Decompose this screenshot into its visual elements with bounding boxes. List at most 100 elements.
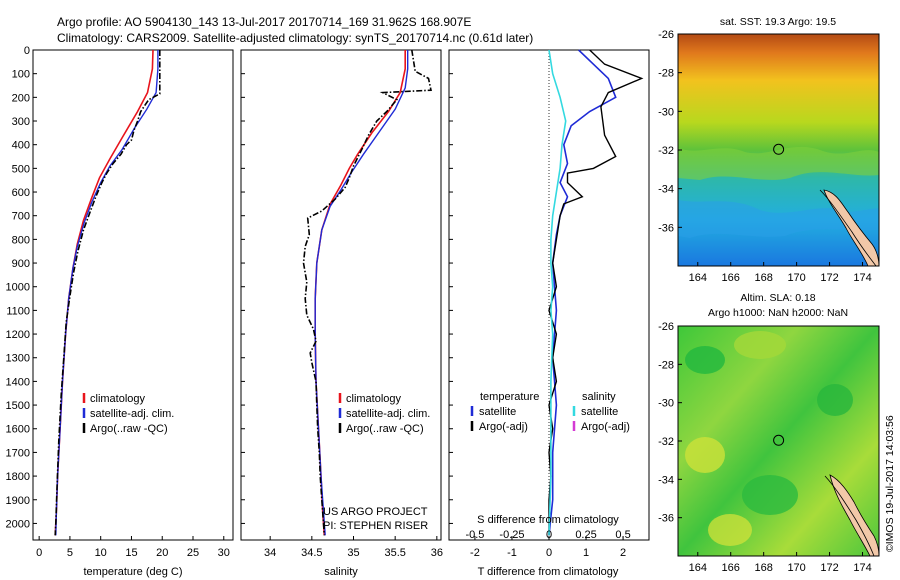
- depth-tick-label: 500: [12, 163, 30, 175]
- x-tick-label: 20: [156, 547, 168, 559]
- x-tick-label: 34.5: [301, 547, 322, 559]
- depth-tick-label: 1000: [6, 282, 30, 294]
- series-line: [302, 49, 432, 536]
- sst-shelf-contour: [819, 189, 877, 266]
- series-line: [314, 50, 407, 536]
- difference-panel-frame: [448, 49, 650, 541]
- depth-ticks: 0 100 200 300 400 500 600 700 800 900 1000 1100 1200…: [6, 45, 453, 530]
- depth-tick-label: 700: [12, 211, 30, 223]
- lat-tick-label: -34: [658, 474, 674, 486]
- temperature-xlabel: temperature (deg C): [83, 566, 182, 578]
- sst-map-ticks: 164 166 168 170 172 174 -26 -28 -30 -32 -34 -36: [658, 29, 872, 284]
- lon-tick-label: 172: [820, 562, 838, 574]
- depth-tick-label: 100: [12, 69, 30, 81]
- s-tick-label: 0.5: [615, 529, 630, 541]
- sla-map: Altim. SLA: 0.18 Argo h1000: NaN h2000: …: [658, 292, 880, 574]
- lat-tick-label: -36: [658, 513, 674, 525]
- salinity-legend: climatology satellite-adj. clim. Argo(..ra…: [338, 393, 430, 435]
- series-line: [548, 49, 567, 536]
- legend-label: satellite: [479, 406, 516, 418]
- x-tick-label: 2: [620, 547, 626, 559]
- legend-label: climatology: [346, 393, 402, 405]
- difference-ticks: -2 -1 0 1 2: [470, 536, 626, 559]
- legend-label: Argo(-adj): [479, 421, 528, 433]
- lat-tick-label: -36: [658, 222, 674, 234]
- x-tick-label: 0: [36, 547, 42, 559]
- temperature-panel: 0100200300400500600700800900100011001200…: [6, 45, 453, 578]
- project-annotation: US ARGO PROJECT: [323, 506, 428, 518]
- x-tick-label: 10: [95, 547, 107, 559]
- sst-map-title: sat. SST: 19.3 Argo: 19.5: [720, 16, 836, 28]
- x-tick-label: 30: [218, 547, 230, 559]
- lat-tick-label: -32: [658, 436, 674, 448]
- lon-tick-label: 174: [853, 272, 871, 284]
- salinity-xlabel: salinity: [324, 566, 358, 578]
- sla-eddy-3: [817, 384, 853, 416]
- depth-tick-label: 1200: [6, 329, 30, 341]
- difference-panel: -2 -1 0 1 2 S difference from climatology -0…: [448, 49, 650, 578]
- sla-shelf-contour: [824, 475, 875, 556]
- x-tick-label: 5: [67, 547, 73, 559]
- sla-eddy-1: [685, 346, 725, 374]
- series-line: [54, 50, 161, 536]
- sla-eddy-5: [742, 475, 798, 515]
- temperature-panel-frame: [32, 49, 234, 541]
- salinity-panel-frame: [240, 49, 442, 541]
- lon-tick-label: 166: [722, 272, 740, 284]
- depth-tick-label: 600: [12, 187, 30, 199]
- x-tick-label: 34: [264, 547, 276, 559]
- legend-label: satellite-adj. clim.: [346, 408, 430, 420]
- s-tick-label: -0.5: [465, 529, 484, 541]
- series-line: [548, 49, 617, 536]
- legend-temperature-title: temperature: [480, 391, 539, 403]
- lon-tick-label: 170: [787, 562, 805, 574]
- s-difference-label: S difference from climatology: [477, 514, 619, 526]
- depth-tick-label: 1700: [6, 447, 30, 459]
- salinity-ticks: 34 34.5 35 35.5 36: [264, 536, 443, 559]
- s-difference-ticks: -0.5 -0.25 0 0.25 0.5: [465, 529, 630, 541]
- x-tick-label: 15: [125, 547, 137, 559]
- sla-map-title: Altim. SLA: 0.18: [740, 292, 815, 304]
- lat-tick-label: -26: [658, 29, 674, 41]
- s-tick-label: -0.25: [499, 529, 524, 541]
- lon-tick-label: 164: [689, 272, 707, 284]
- sla-coast: [829, 474, 879, 556]
- sst-map: sat. SST: 19.3 Argo: 19.5: [658, 16, 880, 284]
- lon-tick-label: 170: [787, 272, 805, 284]
- sla-map-subtitle: Argo h1000: NaN h2000: NaN: [708, 307, 848, 319]
- depth-tick-label: 900: [12, 258, 30, 270]
- lat-tick-label: -28: [658, 359, 674, 371]
- sla-eddy-4: [685, 437, 725, 473]
- temperature-lines: [54, 49, 161, 536]
- sst-coast: [823, 189, 879, 266]
- sst-profile-marker: [773, 143, 785, 155]
- lat-tick-label: -28: [658, 68, 674, 80]
- sla-eddy-2: [734, 331, 786, 359]
- depth-tick-label: 200: [12, 92, 30, 104]
- lat-tick-label: -30: [658, 398, 674, 410]
- depth-tick-label: 1900: [6, 495, 30, 507]
- salinity-panel: 34 34.5 35 35.5 36 salinity climatology satel…: [240, 49, 443, 578]
- difference-legend: temperature salinity satellite Argo(-adj)…: [470, 391, 630, 433]
- depth-tick-label: 0: [24, 45, 30, 57]
- lat-tick-label: -34: [658, 184, 674, 196]
- series-line: [548, 49, 644, 536]
- depth-tick-label: 800: [12, 234, 30, 246]
- sla-map-ticks: 164 166 168 170 172 174 -26 -28 -30 -32 -34 -36: [658, 321, 872, 574]
- header-line-1: Argo profile: AO 5904130_143 13-Jul-2017…: [57, 15, 471, 29]
- x-tick-label: 0: [546, 547, 552, 559]
- lon-tick-label: 174: [853, 562, 871, 574]
- x-tick-label: -2: [470, 547, 480, 559]
- depth-tick-label: 1400: [6, 376, 30, 388]
- lon-tick-label: 166: [722, 562, 740, 574]
- x-tick-label: 35.5: [384, 547, 405, 559]
- x-tick-label: 25: [187, 547, 199, 559]
- lat-tick-label: -26: [658, 321, 674, 333]
- x-tick-label: -1: [507, 547, 517, 559]
- series-line: [314, 50, 409, 536]
- temperature-ticks: 0 5 10 15 20 25 30: [36, 536, 230, 559]
- x-tick-label: 1: [583, 547, 589, 559]
- legend-label: Argo(..raw -QC): [346, 423, 424, 435]
- header-line-2: Climatology: CARS2009. Satellite-adjuste…: [57, 31, 533, 45]
